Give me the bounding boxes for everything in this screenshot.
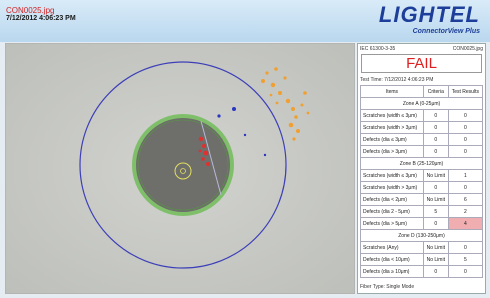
criteria: 0 <box>423 134 448 146</box>
criteria: 0 <box>423 122 448 134</box>
test-result: 0 <box>448 266 482 278</box>
column-header: Test Results <box>448 86 482 98</box>
results-panel: IEC 61300-3-35 CON0025.jpg FAIL Test Tim… <box>357 43 486 294</box>
criteria: 0 <box>423 110 448 122</box>
item: Defects (dia ≥ 10μm) <box>361 266 424 278</box>
item: Scratches (Any) <box>361 242 424 254</box>
item: Scratches (width > 3μm) <box>361 122 424 134</box>
file-name: CON0025.jpg <box>6 6 54 15</box>
test-result: 2 <box>448 206 482 218</box>
product-name: ConnectorView Plus <box>413 28 480 35</box>
zone-name: Zone A (0-25μm) <box>361 98 483 110</box>
column-header: Criteria <box>423 86 448 98</box>
test-result: 6 <box>448 194 482 206</box>
item: Scratches (width ≤ 3μm) <box>361 170 424 182</box>
zone-row: Zone B (25-120μm) <box>361 158 483 170</box>
timestamp: 7/12/2012 4:06:23 PM <box>6 15 76 22</box>
criteria: 0 <box>423 218 448 230</box>
criteria: No Limit <box>423 170 448 182</box>
item: Defects (dia < 2μm) <box>361 194 424 206</box>
test-result: 0 <box>448 110 482 122</box>
item: Defects (dia > 5μm) <box>361 218 424 230</box>
app-window: CON0025.jpg 7/12/2012 4:06:23 PM LIGHTEL… <box>0 0 490 298</box>
test-result: 0 <box>448 182 482 194</box>
fiber-type: Fiber Type: Single Mode <box>360 284 414 290</box>
criteria: No Limit <box>423 194 448 206</box>
test-result: 5 <box>448 254 482 266</box>
item: Defects (dia ≤ 3μm) <box>361 134 424 146</box>
test-result: 4 <box>448 218 482 230</box>
item: Defects (dia > 3μm) <box>361 146 424 158</box>
test-result: 0 <box>448 146 482 158</box>
zone-row: Zone A (0-25μm) <box>361 98 483 110</box>
cladding <box>134 116 232 214</box>
test-result: 1 <box>448 170 482 182</box>
header-bar: CON0025.jpg 7/12/2012 4:06:23 PM LIGHTEL… <box>0 0 490 42</box>
test-result: 0 <box>448 122 482 134</box>
item: Scratches (width > 3μm) <box>361 182 424 194</box>
result: FAIL <box>361 54 482 73</box>
column-header: Items <box>361 86 424 98</box>
test-result: 0 <box>448 242 482 254</box>
zone-name: Zone D (130-250μm) <box>361 230 483 242</box>
item: Scratches (width ≤ 3μm) <box>361 110 424 122</box>
criteria: 0 <box>423 146 448 158</box>
criteria: 0 <box>423 182 448 194</box>
panel-file-name: CON0025.jpg <box>453 46 483 52</box>
zone-name: Zone B (25-120μm) <box>361 158 483 170</box>
item: Defects (dia < 10μm) <box>361 254 424 266</box>
fiber-image <box>5 43 355 294</box>
test-result: 0 <box>448 134 482 146</box>
criteria: No Limit <box>423 242 448 254</box>
zone-row: Zone D (130-250μm) <box>361 230 483 242</box>
criteria: 0 <box>423 266 448 278</box>
test-time: Test Time: 7/12/2012 4:06:23 PM <box>360 77 433 83</box>
criteria: 5 <box>423 206 448 218</box>
criteria: No Limit <box>423 254 448 266</box>
item: Defects (dia 2 - 5μm) <box>361 206 424 218</box>
logo: LIGHTEL <box>379 2 480 28</box>
standard: IEC 61300-3-35 <box>360 46 395 52</box>
